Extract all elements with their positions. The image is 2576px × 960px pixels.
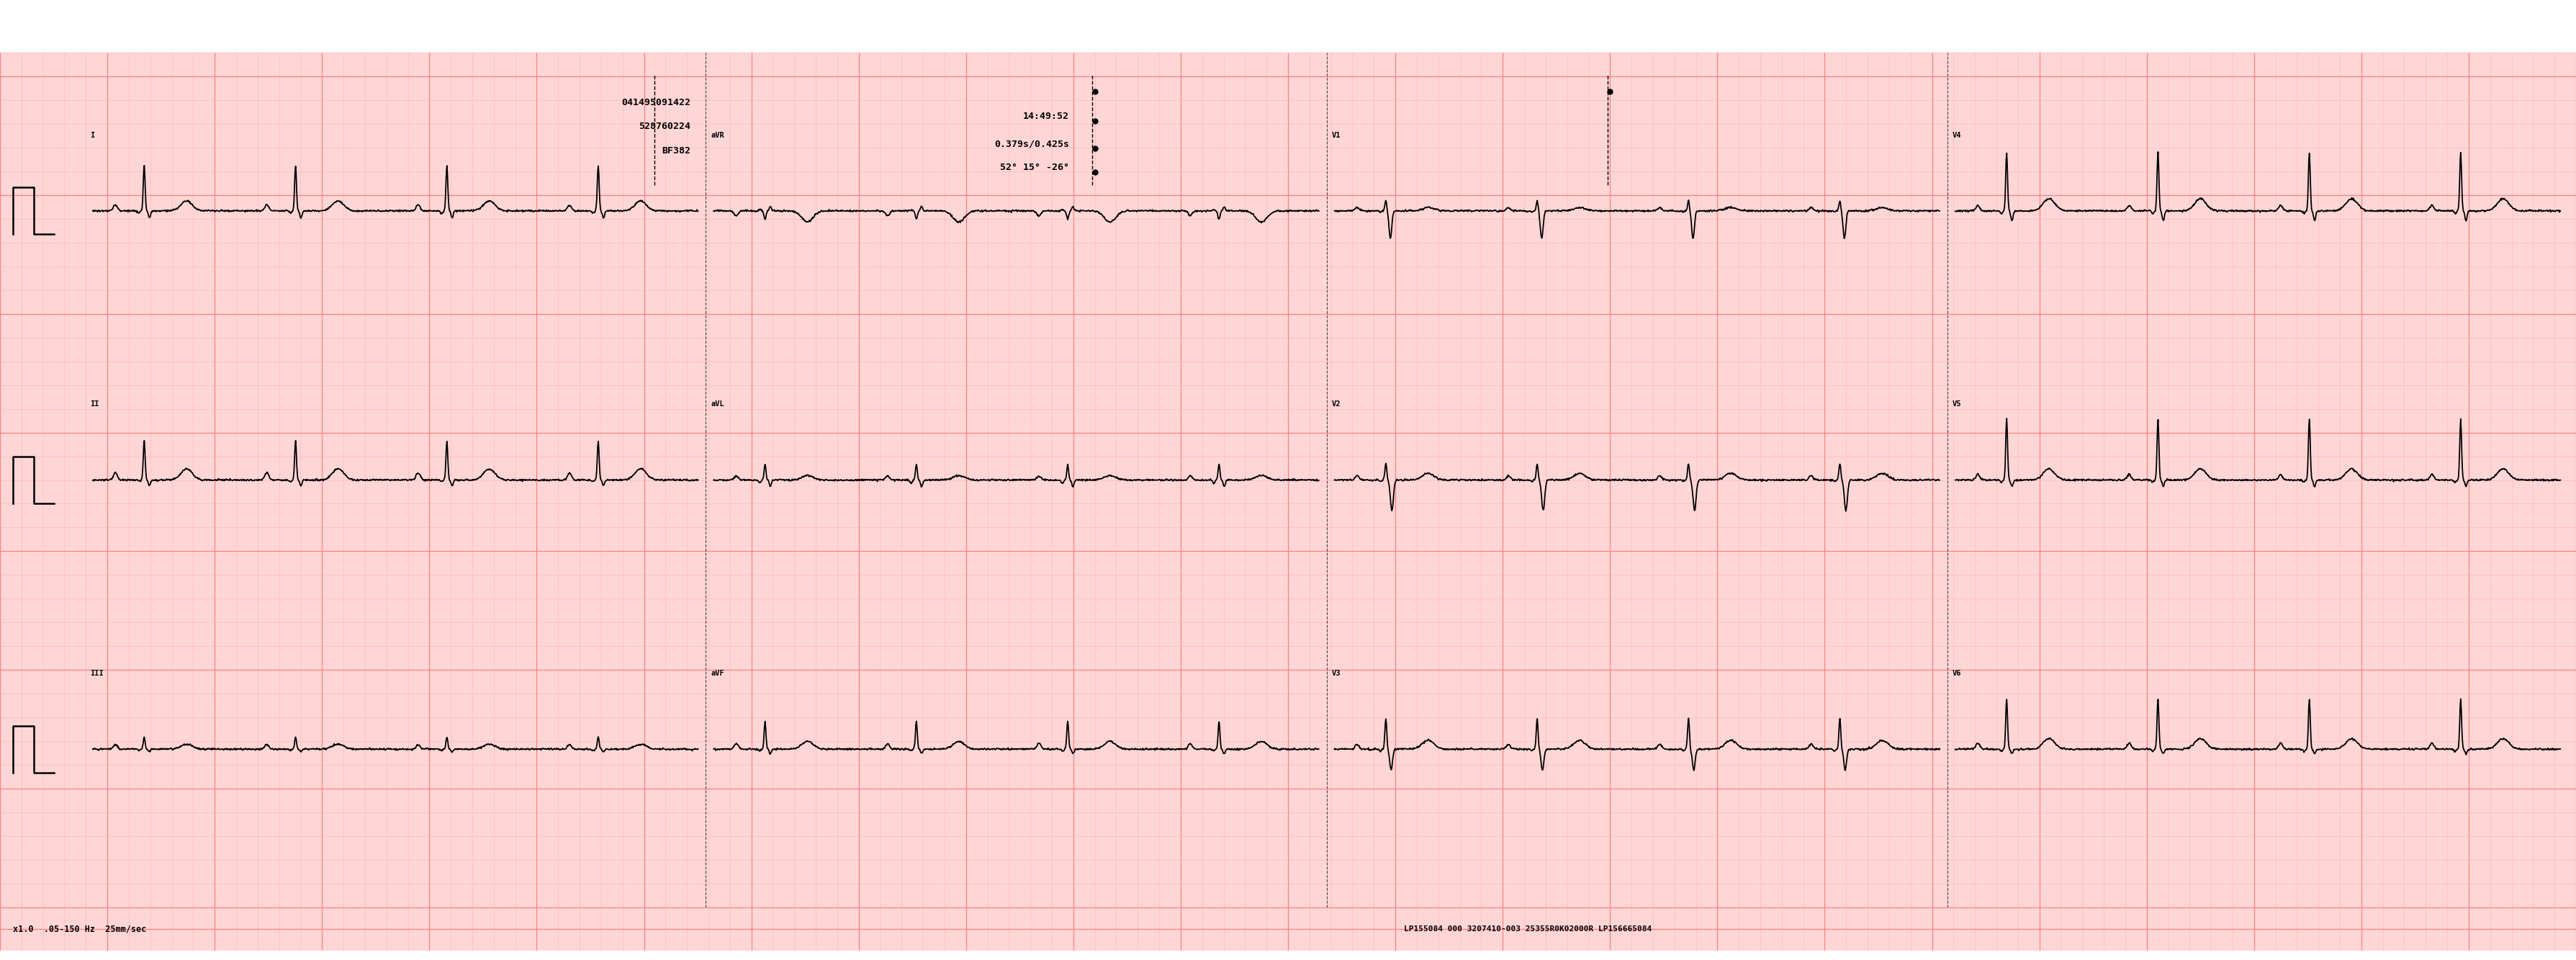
Text: V4: V4 <box>1953 132 1960 138</box>
Text: 52° 15° -26°: 52° 15° -26° <box>999 163 1069 173</box>
Text: V6: V6 <box>1953 670 1960 677</box>
Text: BF382: BF382 <box>662 146 690 156</box>
Text: 041495091422: 041495091422 <box>621 98 690 108</box>
Text: 0.379s/0.425s: 0.379s/0.425s <box>994 139 1069 149</box>
Text: V1: V1 <box>1332 132 1340 138</box>
Text: 14:49:52: 14:49:52 <box>1023 111 1069 121</box>
Text: I: I <box>90 132 95 138</box>
Text: II: II <box>90 400 98 408</box>
Text: V2: V2 <box>1332 400 1340 408</box>
Text: x1.0  .05-150 Hz  25mm/sec: x1.0 .05-150 Hz 25mm/sec <box>13 924 147 933</box>
Text: aVR: aVR <box>711 132 724 138</box>
Text: V5: V5 <box>1953 400 1960 408</box>
Text: LP155084 000 3207410-003 25355R0K02000R LP156665084: LP155084 000 3207410-003 25355R0K02000R … <box>1404 925 1651 932</box>
Text: 528760224: 528760224 <box>639 122 690 132</box>
Text: V3: V3 <box>1332 670 1340 677</box>
Text: aVF: aVF <box>711 670 724 677</box>
Text: III: III <box>90 670 103 677</box>
Text: aVL: aVL <box>711 400 724 408</box>
